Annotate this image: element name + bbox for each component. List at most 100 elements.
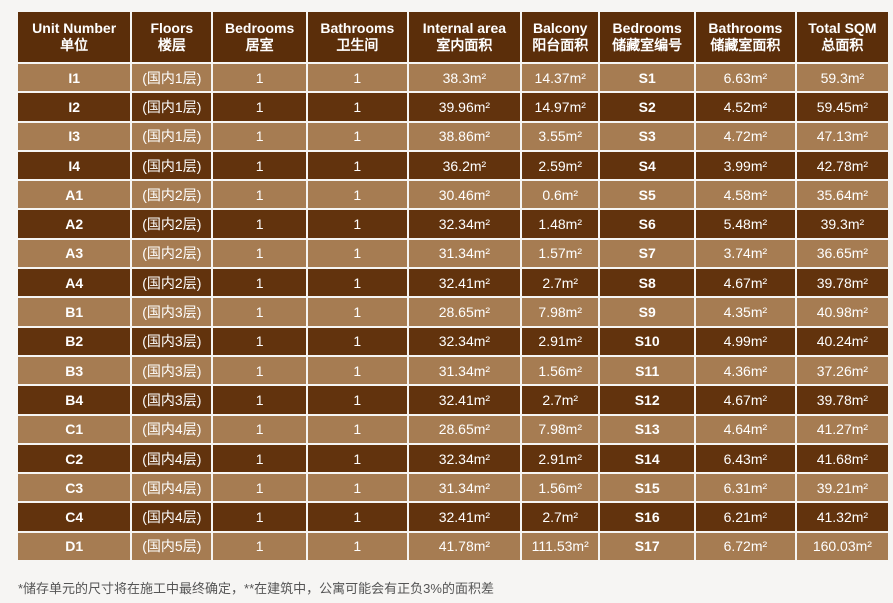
table-cell: 1 (307, 503, 407, 531)
table-cell: 1.48m² (522, 210, 599, 238)
table-cell: S13 (600, 415, 694, 443)
header-en: Bedrooms (225, 20, 295, 36)
table-cell: 1 (307, 298, 407, 326)
table-cell: 1 (213, 181, 306, 209)
table-cell: S4 (600, 151, 694, 180)
column-header: Bedrooms 居室 (213, 12, 306, 62)
table-cell: 30.46m² (408, 181, 521, 209)
table-cell: 2.7m² (522, 503, 599, 531)
table-cell: 32.34m² (408, 444, 521, 473)
table-row: C2 (国内4层) 1 1 32.34m² 2.91m² S14 6.43m² 41.68m² (18, 444, 888, 473)
header-zh: 室内面积 (436, 37, 493, 53)
header-zh: 阳台面积 (532, 37, 589, 53)
unit-table: Unit Number 单位 Floors 楼层 Bedrooms 居室 Bathrooms… (16, 10, 890, 562)
table-cell: (国内1层) (132, 64, 212, 92)
header-zh: 储藏室面积 (710, 37, 781, 53)
table-cell: 2.7m² (522, 386, 599, 414)
table-cell: 1 (213, 386, 306, 414)
table-cell: 1 (213, 532, 306, 561)
table-cell: S15 (600, 474, 694, 502)
table-cell: 4.35m² (695, 298, 795, 326)
table-cell: 4.52m² (695, 93, 795, 121)
table-cell: (国内4层) (132, 415, 212, 443)
header-zh: 总面积 (821, 37, 864, 53)
table-cell: 31.34m² (408, 239, 521, 268)
table-cell: 6.43m² (695, 444, 795, 473)
table-cell: 1 (307, 269, 407, 297)
column-header: Floors 楼层 (132, 12, 212, 62)
table-cell: (国内3层) (132, 298, 212, 326)
table-cell: S2 (600, 93, 694, 121)
table-cell: S9 (600, 298, 694, 326)
table-cell: 40.98m² (796, 298, 888, 326)
table-cell: 5.48m² (695, 210, 795, 238)
table-cell: 39.21m² (796, 474, 888, 502)
table-cell: 2.91m² (522, 327, 599, 355)
table-cell: 1 (213, 503, 306, 531)
table-cell: 4.58m² (695, 181, 795, 209)
table-cell: 2.91m² (522, 444, 599, 473)
table-cell: B4 (18, 386, 131, 414)
table-cell: 41.78m² (408, 532, 521, 561)
table-cell: 1 (307, 386, 407, 414)
table-cell: 31.34m² (408, 356, 521, 385)
table-cell: 1 (307, 356, 407, 385)
header-en: Bathrooms (708, 20, 783, 36)
table-cell: 1 (307, 122, 407, 150)
header-en: Unit Number (32, 20, 117, 36)
table-cell: 3.74m² (695, 239, 795, 268)
table-cell: (国内1层) (132, 122, 212, 150)
table-cell: 41.32m² (796, 503, 888, 531)
table-cell: (国内4层) (132, 444, 212, 473)
table-cell: 38.86m² (408, 122, 521, 150)
table-cell: 160.03m² (796, 532, 888, 561)
table-cell: 1 (213, 356, 306, 385)
table-cell: S6 (600, 210, 694, 238)
table-cell: 39.78m² (796, 269, 888, 297)
table-cell: 1 (307, 474, 407, 502)
table-body: I1 (国内1层) 1 1 38.3m² 14.37m² S1 6.63m² 59.3m² I2(… (18, 64, 888, 561)
table-cell: (国内2层) (132, 269, 212, 297)
table-cell: 1 (307, 532, 407, 561)
table-cell: D1 (18, 532, 131, 561)
header-en: Bathrooms (320, 20, 395, 36)
header-zh: 单位 (60, 37, 89, 53)
table-cell: 1.57m² (522, 239, 599, 268)
table-row: B4 (国内3层) 1 1 32.41m² 2.7m² S12 4.67m² 39.78m² (18, 386, 888, 414)
table-cell: 1 (307, 239, 407, 268)
header-zh: 楼层 (157, 37, 186, 53)
table-cell: (国内3层) (132, 386, 212, 414)
table-cell: S3 (600, 122, 694, 150)
table-cell: B2 (18, 327, 131, 355)
table-cell: (国内1层) (132, 93, 212, 121)
table-cell: C2 (18, 444, 131, 473)
table-row: B1 (国内3层) 1 1 28.65m² 7.98m² S9 4.35m² 40.98m² (18, 298, 888, 326)
table-cell: 1 (213, 93, 306, 121)
table-cell: 2.7m² (522, 269, 599, 297)
table-cell: 42.78m² (796, 151, 888, 180)
table-row: I2 (国内1层) 1 1 39.96m² 14.97m² S2 4.52m² 59.45m² (18, 93, 888, 121)
header-en: Bedrooms (612, 20, 682, 36)
table-cell: I4 (18, 151, 131, 180)
table-cell: A3 (18, 239, 131, 268)
table-cell: 39.3m² (796, 210, 888, 238)
table-row: I1 (国内1层) 1 1 38.3m² 14.37m² S1 6.63m² 59.3m² (18, 64, 888, 92)
table-cell: S7 (600, 239, 694, 268)
table-cell: 1 (213, 269, 306, 297)
table-cell: 4.67m² (695, 386, 795, 414)
table-cell: 14.37m² (522, 64, 599, 92)
table-cell: 1 (307, 327, 407, 355)
table-row: B3 (国内3层) 1 1 31.34m² 1.56m² S11 4.36m² 37.26m² (18, 356, 888, 385)
table-cell: 1 (307, 181, 407, 209)
table-row: I4 (国内1层) 1 1 36.2m² 2.59m² S4 3.99m² 42.78m² (18, 151, 888, 180)
table-row: A3 (国内2层) 1 1 31.34m² 1.57m² S7 3.74m² 36.65m² (18, 239, 888, 268)
table-cell: 41.27m² (796, 415, 888, 443)
table-cell: B1 (18, 298, 131, 326)
table-cell: S12 (600, 386, 694, 414)
table-cell: 37.26m² (796, 356, 888, 385)
table-row: A1 (国内2层) 1 1 30.46m² 0.6m² S5 4.58m² 35.64m² (18, 181, 888, 209)
table-cell: S1 (600, 64, 694, 92)
table-cell: 47.13m² (796, 122, 888, 150)
table-row: C1 (国内4层) 1 1 28.65m² 7.98m² S13 4.64m² 41.27m² (18, 415, 888, 443)
table-cell: 1 (213, 210, 306, 238)
